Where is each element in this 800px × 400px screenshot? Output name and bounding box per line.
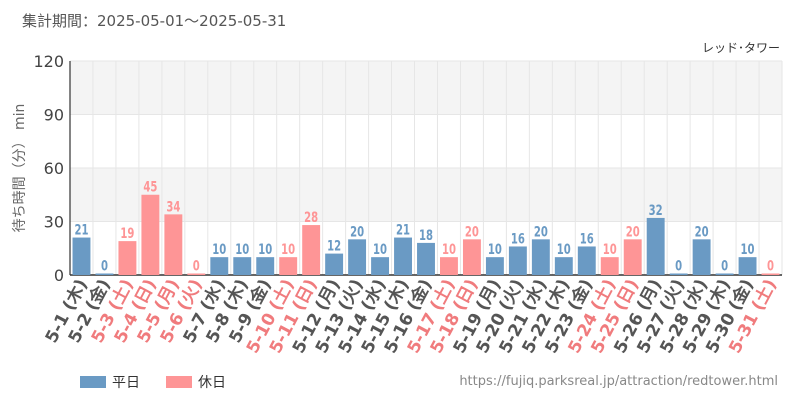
bar [141,194,160,275]
bar [371,257,390,275]
plot-band [70,61,782,115]
bar-value-label: 45 [143,178,157,195]
bar [95,273,114,275]
legend-item-weekday: 平日 [80,372,140,392]
bar-value-label: 0 [675,257,682,274]
bar-value-label: 10 [281,241,295,258]
bar-value-label: 10 [212,241,226,258]
bar-value-label: 16 [580,230,594,247]
bar [669,273,688,275]
bar-value-label: 20 [465,223,479,240]
y-tick-label: 30 [44,213,64,232]
bar-value-label: 32 [649,202,663,219]
legend-label-holiday: 休日 [198,375,226,391]
legend-swatch-weekday [80,376,106,388]
bar [462,239,481,275]
bar-value-label: 21 [396,221,410,238]
bar-value-label: 10 [235,241,249,258]
bar [187,273,206,275]
period-label: 集計期間：2025-05-01～2025-05-31 [22,12,287,30]
bar-value-label: 18 [419,227,433,244]
y-tick-label: 120 [33,52,64,71]
attraction-name: レッド･タワー [702,41,780,55]
plot-band [70,168,782,222]
legend-item-holiday: 休日 [166,372,226,392]
bar-value-label: 10 [373,241,387,258]
bar-value-label: 16 [511,230,525,247]
bar [210,257,229,275]
bar-value-label: 19 [120,225,134,242]
bar [256,257,275,275]
legend: 平日 休日 [80,372,226,392]
bar-value-label: 10 [741,241,755,258]
legend-label-weekday: 平日 [112,375,140,391]
bar-value-label: 0 [721,257,728,274]
bar [394,237,412,275]
bar [118,241,137,275]
bar [715,273,734,275]
bar [577,246,596,275]
bar-value-label: 10 [442,241,456,258]
bar [485,257,504,275]
bar [233,257,252,275]
bar-value-label: 20 [350,223,364,240]
bar-value-label: 10 [603,241,617,258]
legend-swatch-holiday [166,376,192,388]
bar [646,217,665,275]
bar-value-label: 0 [101,257,108,274]
bar-value-label: 10 [258,241,272,258]
y-tick-label: 90 [44,106,64,125]
bar [600,257,619,275]
bar-value-label: 10 [557,241,571,258]
bar [531,239,550,275]
y-tick-label: 60 [44,159,64,178]
bar [738,257,757,275]
bar-value-label: 20 [695,223,709,240]
bar [623,239,642,275]
bar-value-label: 0 [193,257,200,274]
bar [72,237,91,275]
bar [692,239,711,275]
bar [417,242,435,275]
bar [761,273,780,275]
bar [554,257,573,275]
bar [440,257,458,275]
y-axis-title: 待ち時間（分） min [12,104,28,233]
bar-value-label: 20 [534,223,548,240]
bar [325,253,344,275]
bar [508,246,527,275]
y-tick-label: 0 [54,266,64,285]
bar [164,214,183,275]
bar-value-label: 28 [304,209,318,226]
source-url: https://fujiq.parksreal.jp/attraction/re… [459,374,778,389]
bar-value-label: 34 [166,198,180,215]
bar-value-label: 10 [488,241,502,258]
bar-value-label: 0 [767,257,774,274]
bar [302,225,321,275]
bar-value-label: 21 [74,221,88,238]
bar-value-label: 20 [626,223,640,240]
bar [279,257,298,275]
bar [348,239,367,275]
bar-value-label: 12 [327,237,341,254]
